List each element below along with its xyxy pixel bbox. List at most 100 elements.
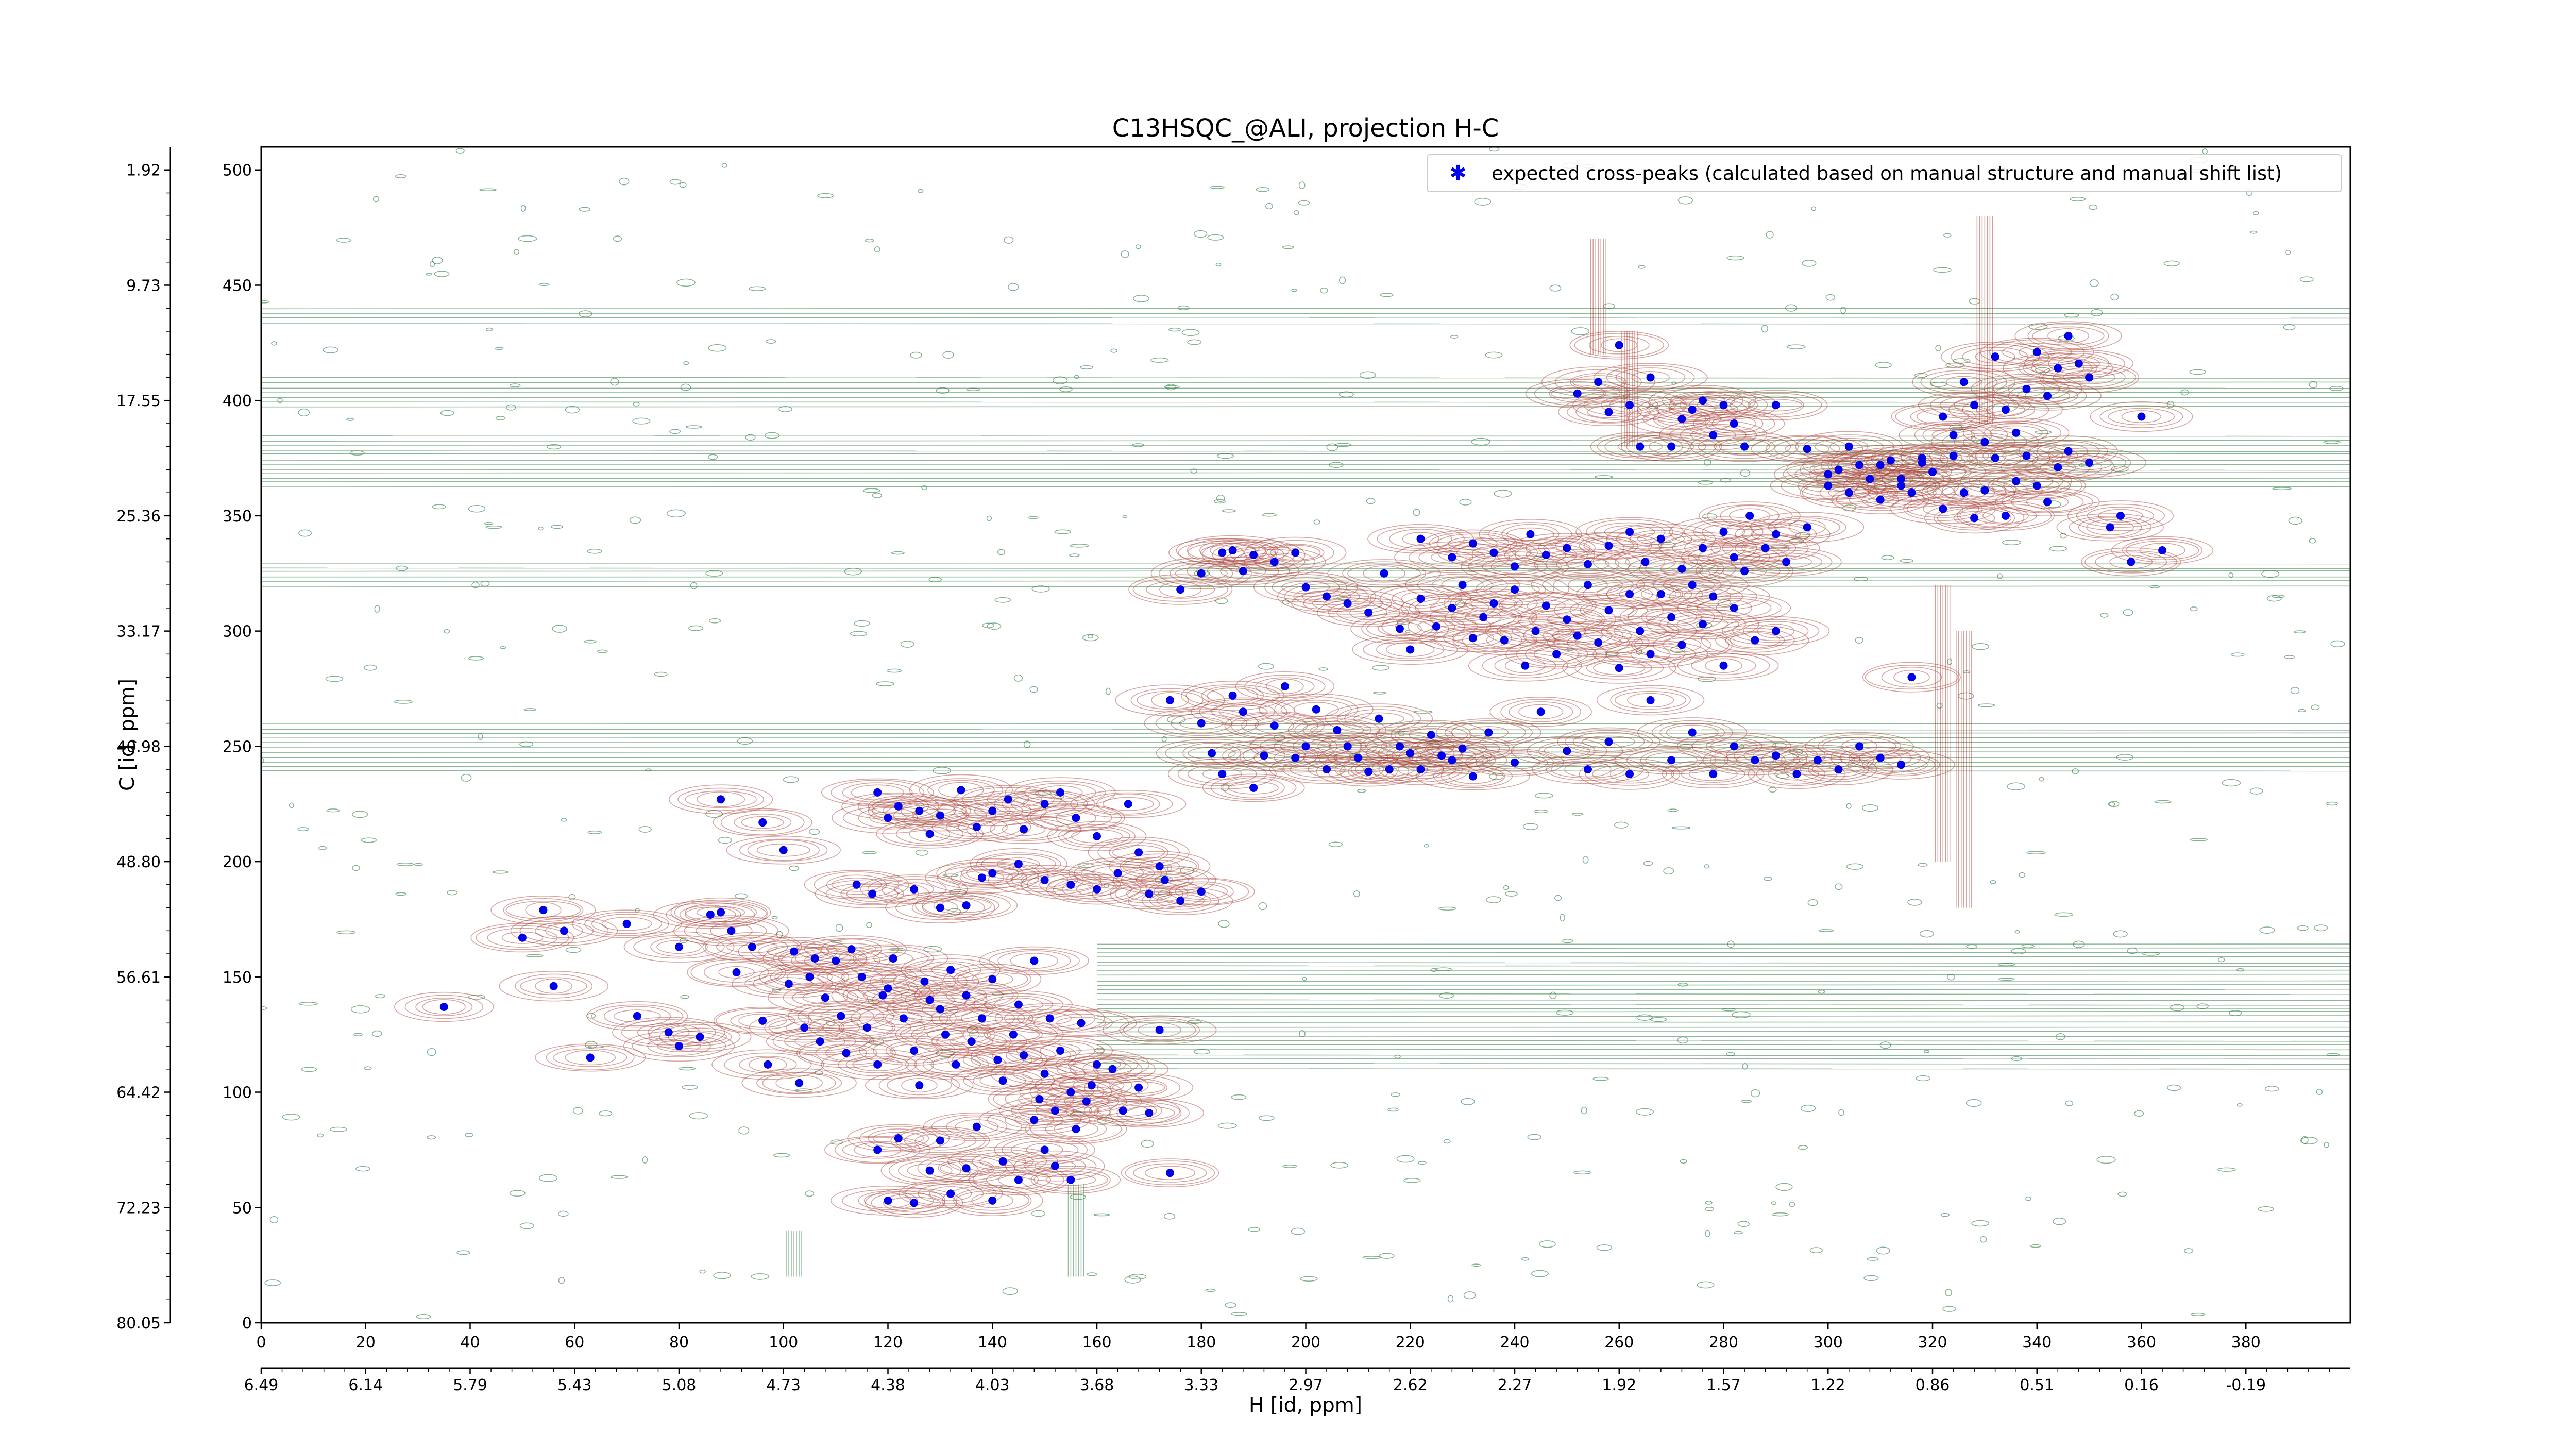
positive-contour	[1445, 604, 1522, 630]
noise-contour	[1122, 515, 1128, 518]
noise-contour	[1217, 453, 1234, 459]
noise-contour	[1538, 1240, 1556, 1248]
positive-contour	[920, 961, 981, 979]
positive-contour	[990, 819, 1058, 840]
cross-peak-point	[1228, 546, 1237, 555]
noise-contour	[1070, 1194, 1086, 1200]
x-ppm-tick-label: 4.03	[975, 1376, 1010, 1394]
x-index-tick-label: 180	[1187, 1334, 1216, 1352]
cross-peak-point	[1730, 603, 1738, 612]
positive-contour	[1553, 575, 1623, 596]
noise-contour	[317, 1133, 324, 1138]
cross-peak-point	[977, 1014, 986, 1023]
positive-contour	[1532, 754, 1644, 784]
positive-contour	[842, 806, 934, 830]
positive-contour	[744, 972, 833, 996]
positive-contour	[1669, 584, 1758, 609]
positive-contour	[1680, 394, 1725, 408]
noise-contour	[645, 768, 652, 772]
noise-contour	[669, 429, 681, 434]
positive-contour	[2065, 455, 2113, 470]
positive-contour	[1862, 662, 1961, 693]
positive-contour	[1408, 747, 1496, 773]
y-ppm-tick-label: 33.17	[116, 623, 161, 641]
noise-contour	[1677, 1036, 1689, 1044]
positive-contour	[703, 962, 770, 983]
cross-peak-point	[1855, 742, 1864, 751]
positive-contour	[1989, 425, 2043, 441]
noise-contour	[1262, 513, 1277, 517]
positive-contour	[1627, 554, 1737, 583]
positive-contour	[1497, 539, 1596, 571]
cross-peak-point	[1427, 731, 1435, 739]
positive-contour	[1556, 554, 1620, 574]
positive-contour	[868, 796, 971, 825]
positive-contour	[945, 987, 987, 1004]
cross-peak-point	[1625, 528, 1634, 536]
noise-contour	[364, 664, 377, 671]
positive-contour	[2002, 449, 2051, 462]
positive-contour	[1557, 727, 1660, 756]
noise-contour	[1771, 1201, 1777, 1205]
positive-contour	[1750, 552, 1823, 571]
cross-peak-point	[1526, 530, 1535, 538]
positive-contour	[1328, 600, 1409, 625]
noise-contour	[718, 837, 733, 844]
positive-contour	[1044, 1049, 1150, 1080]
x-ppm-tick-label: 3.33	[1184, 1376, 1218, 1394]
positive-contour	[2027, 323, 2109, 349]
positive-contour	[1360, 733, 1440, 759]
positive-contour	[1303, 743, 1413, 773]
cross-peak-point	[967, 1037, 976, 1046]
positive-contour	[1564, 761, 1612, 778]
positive-contour	[823, 1016, 911, 1039]
positive-contour	[1039, 874, 1103, 896]
noise-contour	[1704, 864, 1709, 869]
positive-contour	[1681, 543, 1787, 572]
noise-contour	[1571, 327, 1590, 335]
positive-contour	[1022, 797, 1067, 812]
cross-peak-point	[2043, 392, 2052, 400]
positive-contour	[1448, 768, 1498, 784]
positive-contour	[1280, 699, 1352, 719]
cross-peak-point	[1980, 486, 1989, 495]
positive-contour	[1583, 393, 1676, 417]
noise-contour	[1318, 667, 1329, 671]
negative-contour-line	[261, 391, 2350, 393]
noise-contour	[2266, 595, 2282, 602]
noise-contour	[679, 1067, 696, 1071]
positive-contour	[919, 778, 1004, 802]
noise-contour	[1013, 674, 1023, 682]
positive-contour	[1942, 477, 2028, 503]
positive-contour	[1588, 335, 1650, 355]
positive-contour	[1784, 753, 1893, 785]
positive-contour	[1392, 589, 1450, 609]
positive-contour	[1196, 559, 1290, 583]
positive-contour	[872, 1132, 924, 1145]
y-index-tick-label: 150	[223, 969, 252, 987]
positive-contour	[971, 1040, 1077, 1070]
tick-layer: 0 20 40 60 80 100 120 140 160 180 200 220 240 260 280 3…	[116, 162, 2330, 1394]
positive-contour	[1677, 593, 1791, 623]
positive-contour	[892, 997, 988, 1021]
positive-contour	[1284, 583, 1369, 610]
positive-contour	[2057, 356, 2100, 371]
positive-contour	[992, 1046, 1056, 1065]
noise-contour	[374, 605, 380, 613]
positive-contour	[1710, 534, 1820, 562]
cross-peak-point	[1541, 601, 1550, 610]
noise-contour	[1947, 658, 1953, 665]
positive-contour	[1255, 717, 1294, 734]
cross-peak-point	[1844, 488, 1853, 497]
positive-contour	[911, 1024, 980, 1045]
positive-contour	[1030, 804, 1122, 831]
positive-contour	[1441, 577, 1484, 593]
noise-contour	[1282, 245, 1294, 249]
positive-contour	[1562, 652, 1676, 684]
positive-contour	[1199, 699, 1287, 725]
positive-contour	[2125, 541, 2199, 561]
noise-contour	[2329, 386, 2344, 391]
positive-contour	[869, 811, 907, 824]
positive-contour	[1997, 475, 2035, 488]
positive-contour	[1363, 638, 1458, 661]
